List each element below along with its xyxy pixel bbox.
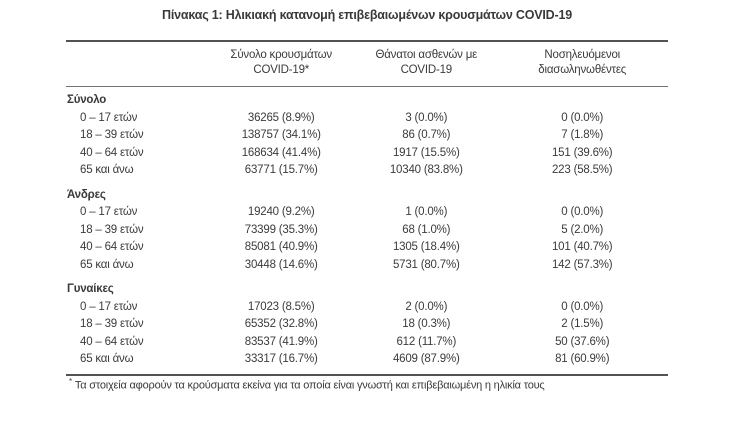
age-group-label: 40 – 64 ετών	[80, 146, 144, 159]
section-label: Γυναίκες	[67, 283, 114, 295]
age-group-label: 18 – 39 ετών	[80, 223, 144, 236]
column-header-line: Νοσηλευόμενοι	[544, 49, 621, 61]
column-header-line: Θάνατοι ασθενών με	[375, 49, 478, 61]
value-cell: 1917 (15.5%)	[392, 146, 460, 159]
age-group-label: 0 – 17 ετών	[80, 206, 138, 218]
value-cell: 223 (58.5%)	[551, 164, 613, 176]
table-row: 65 και άνω 63771 (15.7%) 10340 (83.8%) 223 …	[66, 162, 668, 180]
column-header-line: Σύνολο κρουσμάτων	[230, 49, 332, 61]
section-label: Σύνολο	[67, 94, 107, 106]
table-row: 65 και άνω 30448 (14.6%) 5731 (80.7%) 142 (…	[66, 257, 668, 275]
section-header-row: Άνδρες	[66, 180, 668, 205]
column-header-line: COVID-19*	[253, 64, 310, 76]
value-cell: 19240 (9.2%)	[247, 206, 315, 218]
value-cell: 138757 (34.1%)	[241, 129, 321, 141]
column-header-intubated: Νοσηλευόμενοι διασωληνωθέντες	[496, 41, 668, 87]
value-cell: 3 (0.0%)	[405, 111, 448, 124]
section-label: Άνδρες	[67, 188, 106, 201]
table-body: Σύνολο 0 – 17 ετών 36265 (8.9%) 3 (0.0%) 0 (…	[66, 87, 668, 375]
value-cell: 86 (0.7%)	[402, 129, 451, 141]
value-cell: 73399 (35.3%)	[244, 223, 318, 236]
column-header-deaths: Θάνατοι ασθενών με COVID-19	[356, 41, 496, 87]
column-header-total-cases: Σύνολο κρουσμάτων COVID-19*	[206, 41, 356, 87]
value-cell: 83537 (41.9%)	[244, 335, 318, 348]
footnote-marker: *	[69, 377, 72, 386]
table-row: 0 – 17 ετών 36265 (8.9%) 3 (0.0%) 0 (0.0%)	[66, 110, 668, 128]
value-cell: 68 (1.0%)	[402, 223, 451, 236]
header-row: Σύνολο κρουσμάτων COVID-19* Θάνατοι ασθε…	[66, 41, 668, 87]
covid-age-table-wrap: Σύνολο κρουσμάτων COVID-19* Θάνατοι ασθε…	[66, 40, 668, 376]
value-cell: 1 (0.0%)	[405, 206, 448, 218]
value-cell: 0 (0.0%)	[561, 111, 604, 124]
value-cell: 17023 (8.5%)	[247, 300, 315, 313]
table-row: 40 – 64 ετών 85081 (40.9%) 1305 (18.4%) 101…	[66, 239, 668, 257]
value-cell: 63771 (15.7%)	[244, 164, 318, 176]
page-title: Πίνακας 1: Ηλικιακή κατανομή επιβεβαιωμέ…	[162, 8, 572, 22]
value-cell: 142 (57.3%)	[551, 258, 613, 271]
table-row: 65 και άνω 33317 (16.7%) 4609 (87.9%) 81 (6…	[66, 351, 668, 375]
value-cell: 10340 (83.8%)	[389, 164, 463, 176]
table-row: 40 – 64 ετών 168634 (41.4%) 1917 (15.5%) 15…	[66, 145, 668, 163]
value-cell: 2 (0.0%)	[405, 300, 448, 313]
table-row: 40 – 64 ετών 83537 (41.9%) 612 (11.7%) 50 (…	[66, 334, 668, 352]
value-cell: 5731 (80.7%)	[392, 258, 460, 271]
age-group-label: 65 και άνω	[80, 353, 134, 365]
footnote: * Τα στοιχεία αφορούν τα κρούσματα εκείνα…	[69, 377, 671, 392]
age-group-label: 18 – 39 ετών	[80, 318, 144, 330]
column-header-line: διασωληνωθέντες	[538, 64, 627, 76]
table-row: 18 – 39 ετών 73399 (35.3%) 68 (1.0%) 5 (2.0…	[66, 222, 668, 240]
age-group-label: 65 και άνω	[80, 258, 134, 271]
value-cell: 65352 (32.8%)	[244, 318, 318, 330]
value-cell: 50 (37.6%)	[555, 335, 610, 348]
value-cell: 85081 (40.9%)	[244, 241, 318, 253]
value-cell: 4609 (87.9%)	[392, 353, 460, 365]
value-cell: 1305 (18.4%)	[392, 241, 460, 253]
column-header-line: COVID-19	[400, 64, 453, 76]
section-header-row: Σύνολο	[66, 87, 668, 110]
header-empty-cell	[66, 41, 206, 87]
value-cell: 2 (1.5%)	[561, 318, 604, 330]
value-cell: 30448 (14.6%)	[244, 258, 318, 271]
value-cell: 612 (11.7%)	[396, 335, 457, 348]
section-header-row: Γυναίκες	[66, 274, 668, 299]
table-row: 18 – 39 ετών 65352 (32.8%) 18 (0.3%) 2 (1.5…	[66, 316, 668, 334]
table-header: Σύνολο κρουσμάτων COVID-19* Θάνατοι ασθε…	[66, 41, 668, 87]
covid-age-table: Σύνολο κρουσμάτων COVID-19* Θάνατοι ασθε…	[66, 40, 668, 376]
table-row: 0 – 17 ετών 19240 (9.2%) 1 (0.0%) 0 (0.0%)	[66, 204, 668, 222]
value-cell: 7 (1.8%)	[561, 129, 604, 141]
table-row: 0 – 17 ετών 17023 (8.5%) 2 (0.0%) 0 (0.0%)	[66, 299, 668, 317]
footnote-text: Τα στοιχεία αφορούν τα κρούσματα εκείνα …	[74, 379, 545, 392]
value-cell: 168634 (41.4%)	[241, 146, 321, 159]
age-group-label: 40 – 64 ετών	[80, 335, 144, 348]
age-group-label: 0 – 17 ετών	[80, 111, 138, 124]
table-row: 18 – 39 ετών 138757 (34.1%) 86 (0.7%) 7 (1.…	[66, 127, 668, 145]
age-group-label: 65 και άνω	[80, 164, 134, 176]
value-cell: 81 (60.9%)	[555, 353, 610, 365]
value-cell: 5 (2.0%)	[561, 223, 604, 236]
age-group-label: 0 – 17 ετών	[80, 300, 138, 313]
value-cell: 33317 (16.7%)	[244, 353, 318, 365]
age-group-label: 40 – 64 ετών	[80, 241, 144, 253]
value-cell: 101 (40.7%)	[551, 241, 613, 253]
age-group-label: 18 – 39 ετών	[80, 129, 144, 141]
value-cell: 0 (0.0%)	[561, 300, 604, 313]
value-cell: 151 (39.6%)	[551, 146, 613, 159]
value-cell: 0 (0.0%)	[561, 206, 604, 218]
value-cell: 36265 (8.9%)	[247, 111, 315, 124]
value-cell: 18 (0.3%)	[402, 318, 451, 330]
